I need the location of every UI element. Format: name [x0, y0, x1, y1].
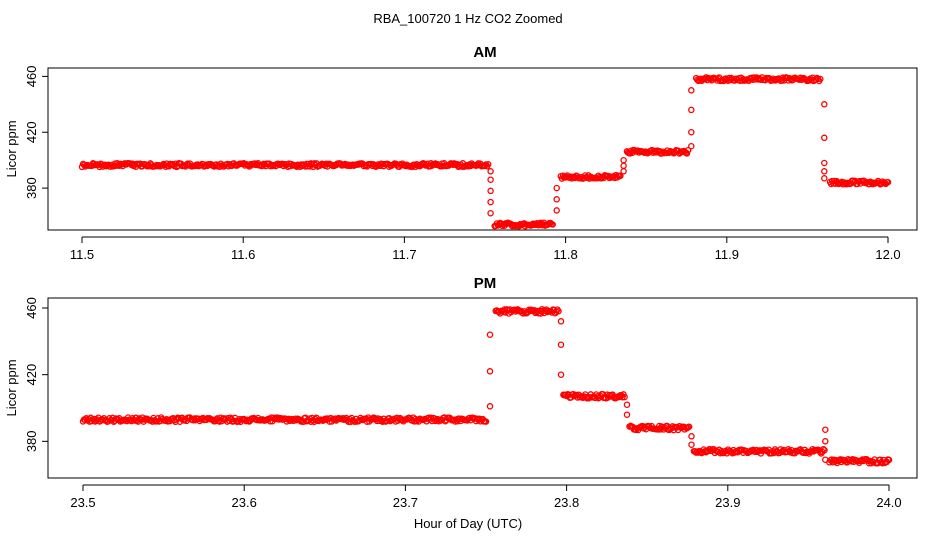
- am-transition-point: [688, 128, 695, 136]
- pm-transition-point: [557, 318, 565, 325]
- pm-x-tick-label: 23.5: [70, 495, 95, 510]
- am-data-point: [154, 162, 162, 170]
- pm-x-tick-label: 23.9: [715, 495, 740, 510]
- am-x-tick-label: 11.6: [231, 247, 255, 262]
- pm-transition-point: [557, 371, 565, 378]
- am-transition-point: [620, 162, 627, 170]
- pm-y-axis-label: Licor ppm: [4, 359, 19, 416]
- pm-transition-point: [822, 456, 829, 463]
- am-data-point: [884, 178, 892, 186]
- am-transition-point: [688, 87, 695, 94]
- pm-y-tick-label: 420: [24, 364, 39, 386]
- pm-panel-title: PM: [474, 275, 497, 292]
- am-transition-point: [553, 184, 560, 192]
- am-y-tick-label: 420: [24, 121, 39, 143]
- pm-panel: PM 23.5 23.6 23.7 23.8 23.9 24.0 380 420 460 Li…: [4, 275, 918, 510]
- am-transition-point: [821, 168, 828, 175]
- pm-data-point: [885, 456, 893, 464]
- am-data-point: [617, 172, 624, 180]
- am-x-tick-label: 11.7: [392, 247, 416, 262]
- am-data-point: [484, 161, 492, 168]
- am-panel: AM 11.5 11.6 11.7 11.8 11.9 12.0 380 420 460 Li…: [4, 44, 918, 262]
- am-y-tick-label: 460: [24, 66, 39, 88]
- am-plot-frame: [47, 67, 918, 231]
- am-transition-point: [620, 168, 627, 175]
- am-transition-point: [487, 209, 494, 217]
- am-data-point: [529, 220, 537, 227]
- pm-transition-point: [486, 368, 494, 375]
- am-data-point: [431, 161, 438, 168]
- am-transition-point: [688, 106, 695, 114]
- am-transition-point: [553, 196, 560, 203]
- pm-x-tick-label: 23.7: [393, 495, 418, 510]
- am-x-tick-label: 11.9: [715, 247, 739, 262]
- pm-transition-point: [688, 441, 695, 448]
- pm-transition-point: [822, 426, 829, 433]
- am-x-axis: 11.5 11.6 11.7 11.8 11.9 12.0: [70, 236, 901, 262]
- am-transition-point: [620, 156, 627, 164]
- am-data-point: [817, 75, 824, 83]
- am-transition-point: [487, 176, 494, 183]
- am-data-points: [78, 74, 892, 230]
- pm-data-point: [820, 445, 827, 453]
- pm-data-point: [821, 446, 828, 454]
- pm-transition-point: [623, 411, 631, 418]
- pm-transition-point: [623, 401, 631, 408]
- pm-data-point: [576, 394, 584, 401]
- am-x-tick-label: 11.5: [70, 247, 94, 262]
- am-data-point: [549, 221, 556, 228]
- am-data-point: [683, 150, 691, 157]
- pm-transition-point: [822, 438, 829, 445]
- am-transition-point: [821, 159, 828, 167]
- am-transition-point: [821, 175, 828, 182]
- am-data-point: [779, 74, 787, 81]
- am-y-tick-label: 380: [24, 177, 39, 199]
- pm-y-tick-label: 460: [24, 297, 39, 319]
- am-transition-point: [688, 142, 695, 150]
- pm-data-point: [482, 418, 490, 425]
- pm-y-axis: 380 420 460: [24, 297, 49, 452]
- pm-data-point: [220, 415, 228, 422]
- am-y-axis-label: Licor ppm: [4, 120, 19, 177]
- am-data-point: [516, 221, 524, 228]
- pm-x-tick-label: 23.8: [554, 495, 579, 510]
- am-x-tick-label: 11.8: [553, 247, 577, 262]
- pm-transition-point: [557, 341, 565, 348]
- am-transition-point: [821, 101, 828, 108]
- pm-data-point: [685, 423, 693, 430]
- pm-transition-point: [486, 403, 494, 410]
- am-transition-point: [487, 198, 494, 206]
- pm-data-point: [242, 417, 250, 425]
- pm-x-axis: 23.5 23.6 23.7 23.8 23.9 24.0: [70, 484, 902, 510]
- pm-data-point: [270, 414, 277, 422]
- am-transition-point: [487, 187, 494, 195]
- am-panel-title: AM: [473, 44, 496, 61]
- am-transition-point: [553, 207, 560, 214]
- pm-x-tick-label: 23.6: [232, 495, 257, 510]
- pm-data-point: [621, 393, 628, 401]
- pm-data-point: [230, 417, 238, 425]
- am-transition-point: [821, 134, 828, 142]
- pm-y-tick-label: 380: [24, 430, 39, 452]
- am-y-axis: 380 420 460: [24, 66, 49, 199]
- am-data-point: [684, 146, 692, 154]
- pm-data-point: [555, 307, 562, 315]
- figure-title: RBA_100720 1 Hz CO2 Zoomed: [373, 11, 562, 26]
- pm-data-point: [153, 418, 161, 425]
- pm-x-tick-label: 24.0: [876, 495, 901, 510]
- pm-data-points: [79, 306, 893, 467]
- pm-transition-point: [486, 331, 494, 338]
- am-x-tick-label: 12.0: [875, 247, 900, 262]
- x-axis-label: Hour of Day (UTC): [414, 516, 522, 531]
- am-transition-point: [487, 168, 494, 175]
- pm-transition-point: [688, 433, 695, 440]
